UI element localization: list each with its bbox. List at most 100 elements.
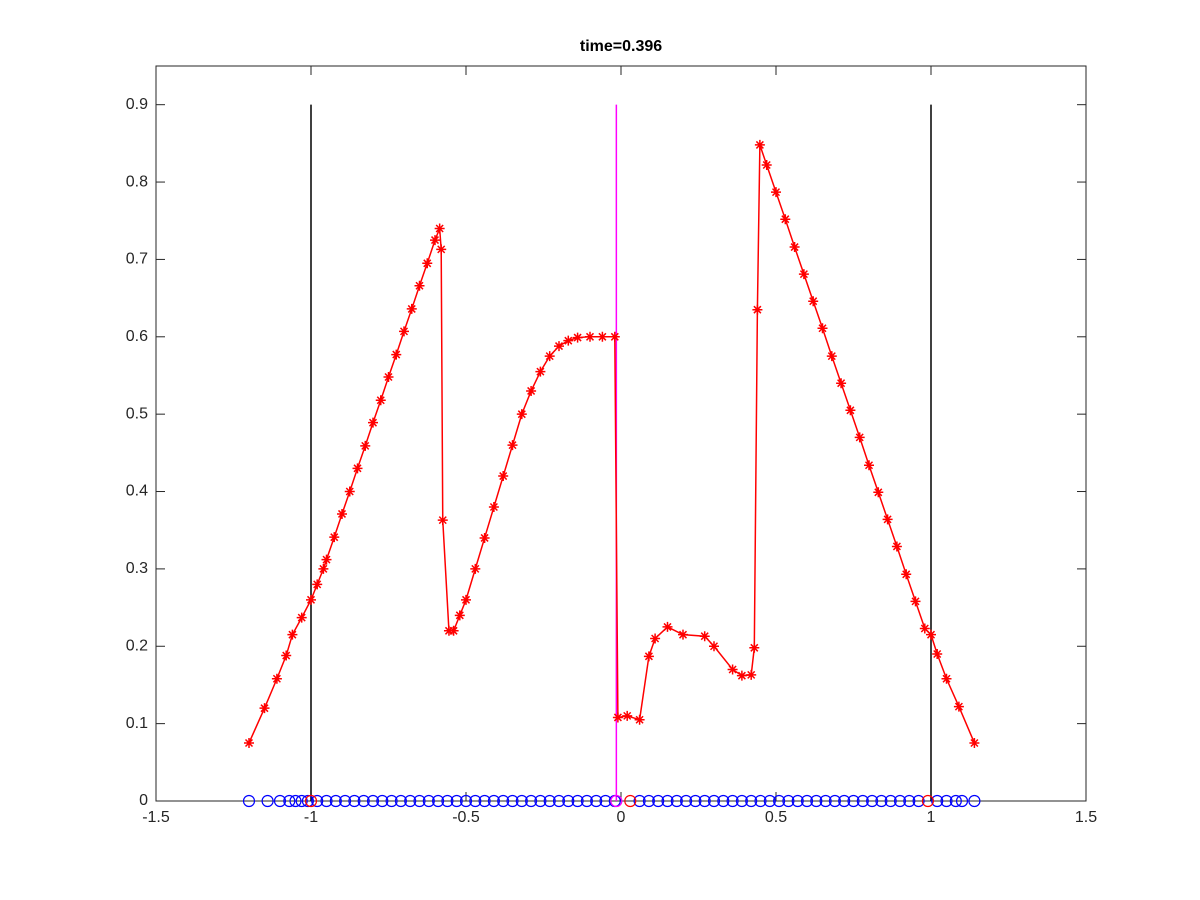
circle-marker bbox=[506, 794, 519, 808]
circle-marker bbox=[707, 794, 721, 808]
circle-marker bbox=[441, 794, 454, 808]
star-marker bbox=[259, 703, 270, 714]
circle-marker bbox=[534, 794, 547, 808]
star-marker bbox=[430, 235, 440, 246]
circle-marker bbox=[289, 794, 302, 808]
circle-marker bbox=[394, 794, 407, 808]
circle-marker bbox=[450, 794, 463, 808]
star-marker bbox=[662, 621, 673, 632]
star-marker bbox=[771, 187, 781, 198]
circle-marker bbox=[543, 794, 556, 808]
star-marker bbox=[572, 332, 583, 343]
star-marker bbox=[488, 502, 499, 512]
circle-marker bbox=[642, 794, 656, 808]
circle-marker bbox=[487, 794, 500, 808]
circle-marker bbox=[311, 794, 324, 808]
circle-marker bbox=[875, 794, 888, 808]
star-marker bbox=[535, 366, 546, 377]
circle-marker bbox=[735, 794, 749, 808]
circle-marker bbox=[745, 794, 758, 808]
star-marker bbox=[296, 612, 307, 623]
circle-marker bbox=[515, 794, 528, 808]
star-marker bbox=[306, 594, 316, 605]
circle-marker bbox=[652, 794, 665, 808]
star-marker bbox=[864, 460, 874, 471]
star-marker bbox=[808, 296, 819, 307]
star-marker bbox=[634, 714, 645, 725]
star-marker bbox=[761, 160, 772, 171]
circle-marker bbox=[856, 794, 869, 808]
y-tick-label: 0.5 bbox=[126, 405, 148, 422]
star-marker bbox=[749, 642, 760, 653]
circle-marker bbox=[422, 794, 435, 808]
y-tick-label: 0.8 bbox=[126, 173, 148, 190]
star-marker bbox=[399, 326, 409, 337]
circle-marker bbox=[432, 794, 445, 808]
star-marker bbox=[873, 487, 884, 498]
x-tick-label: 0.5 bbox=[765, 809, 787, 826]
star-marker bbox=[287, 629, 298, 640]
star-marker bbox=[891, 541, 902, 552]
star-marker bbox=[612, 712, 623, 723]
circle-marker bbox=[366, 794, 380, 808]
star-marker bbox=[244, 737, 254, 748]
star-marker bbox=[901, 569, 912, 580]
star-marker bbox=[597, 331, 608, 342]
star-marker bbox=[609, 331, 620, 342]
star-marker bbox=[585, 331, 595, 342]
circle-marker bbox=[884, 794, 897, 808]
x-tick-label: -1 bbox=[304, 809, 318, 826]
circle-marker bbox=[571, 794, 584, 808]
data-line bbox=[248, 144, 976, 744]
circle-marker bbox=[459, 794, 473, 808]
circle-marker bbox=[955, 794, 969, 808]
star-marker bbox=[454, 610, 465, 621]
circle-marker bbox=[791, 794, 804, 808]
y-tick-label: 0.2 bbox=[126, 637, 148, 654]
star-marker bbox=[910, 596, 921, 607]
star-marker bbox=[507, 440, 518, 451]
circle-marker bbox=[847, 794, 860, 808]
circle-marker bbox=[301, 794, 314, 808]
x-tick-label: -0.5 bbox=[452, 809, 480, 826]
star-marker bbox=[969, 737, 980, 748]
circle-marker bbox=[242, 794, 256, 808]
circle-marker bbox=[763, 794, 776, 808]
circle-marker bbox=[949, 794, 962, 808]
circle-marker bbox=[865, 794, 879, 808]
circle-marker bbox=[610, 794, 623, 808]
star-marker bbox=[516, 409, 527, 420]
circle-marker bbox=[828, 794, 842, 808]
circle-marker bbox=[921, 794, 935, 808]
star-marker bbox=[941, 673, 952, 684]
star-marker bbox=[318, 563, 329, 574]
circle-marker bbox=[590, 794, 603, 808]
circle-marker bbox=[772, 794, 786, 808]
circle-marker bbox=[931, 794, 944, 808]
circle-marker bbox=[903, 794, 916, 808]
star-marker bbox=[352, 463, 363, 474]
star-marker bbox=[329, 532, 340, 543]
circle-marker bbox=[670, 794, 683, 808]
star-marker bbox=[780, 214, 791, 225]
star-marker bbox=[752, 304, 763, 315]
circle-marker bbox=[810, 794, 823, 808]
star-marker bbox=[754, 139, 765, 150]
circle-marker bbox=[800, 794, 814, 808]
star-marker bbox=[789, 242, 800, 253]
circle-marker bbox=[261, 794, 274, 808]
circle-marker bbox=[376, 794, 389, 808]
star-marker bbox=[699, 631, 710, 642]
star-marker bbox=[953, 701, 964, 712]
star-marker bbox=[736, 670, 747, 681]
circle-marker bbox=[624, 794, 637, 808]
y-tick-label: 0 bbox=[139, 792, 148, 809]
star-marker bbox=[368, 417, 378, 428]
x-tick-label: 1.5 bbox=[1075, 809, 1097, 826]
circle-marker bbox=[283, 794, 296, 808]
star-marker bbox=[448, 625, 459, 636]
star-marker bbox=[836, 378, 847, 389]
star-marker bbox=[882, 514, 893, 525]
